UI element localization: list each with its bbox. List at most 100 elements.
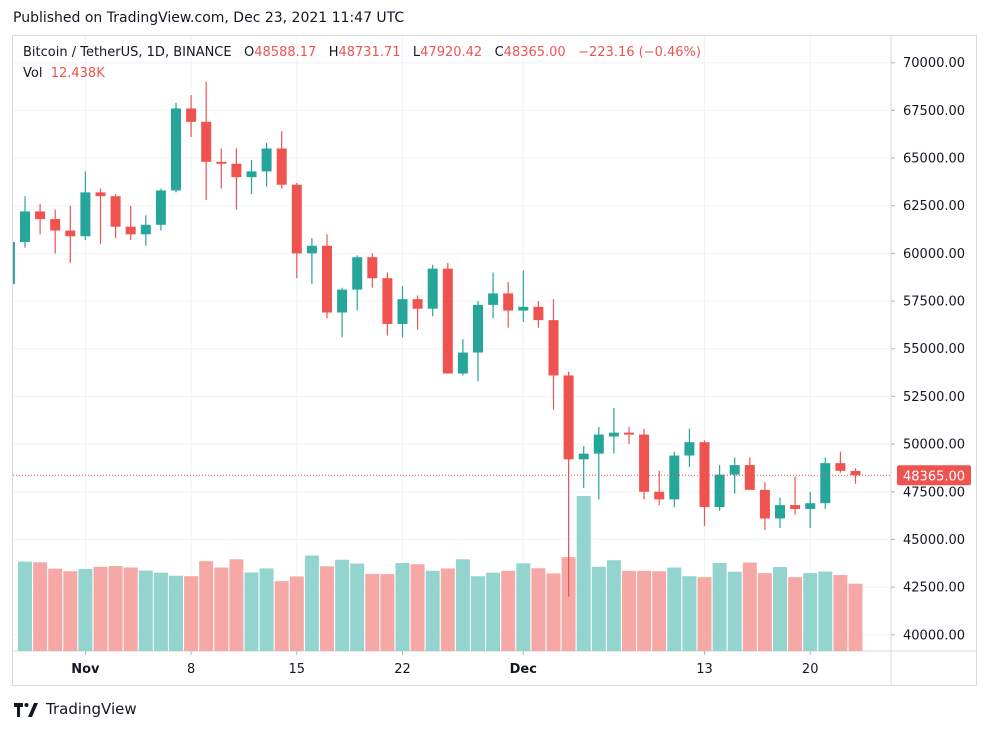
candle-body (729, 465, 740, 475)
volume-bar (380, 574, 395, 651)
candle-body (835, 463, 846, 471)
y-tick-label: 67500.00 (903, 104, 965, 119)
volume-bar (304, 555, 319, 651)
candle-body (699, 442, 710, 508)
candle-body (291, 184, 302, 254)
candle-body (488, 293, 499, 305)
candle (125, 205, 136, 241)
change-value: −223.16 (−0.46%) (578, 45, 701, 60)
candle-body (306, 245, 317, 254)
candle-body (50, 219, 61, 231)
candle-body (442, 268, 453, 374)
candle (140, 215, 151, 246)
y-tick-label: 40000.00 (903, 628, 965, 643)
candle (548, 299, 559, 410)
volume-bar (229, 559, 244, 651)
volume-bar (757, 573, 772, 651)
y-tick-label: 47500.00 (903, 485, 965, 500)
candle (669, 451, 680, 508)
candle-body (578, 453, 589, 460)
volume-bar (833, 575, 848, 651)
volume-bar (153, 572, 168, 651)
candle-body (759, 489, 770, 519)
volume-bar (395, 563, 410, 651)
candle (246, 159, 257, 195)
open-label: O (244, 45, 255, 60)
candle (216, 148, 227, 189)
volume-bar (606, 560, 621, 651)
candle (306, 238, 317, 284)
brand-name: TradingView (46, 700, 137, 718)
candle (639, 428, 650, 500)
candle-body (95, 192, 106, 197)
candle-body (20, 211, 30, 242)
high-label: H (328, 45, 339, 60)
volume-bar (48, 568, 63, 651)
volume-bar (440, 568, 455, 651)
candle (578, 446, 589, 488)
candle-body (13, 241, 15, 284)
y-tick-label: 42500.00 (903, 581, 965, 596)
candle-body (457, 352, 468, 374)
candle-body (744, 465, 755, 490)
candle-body (397, 299, 408, 324)
candle-body (125, 226, 136, 235)
symbol-legend: Bitcoin / TetherUS, 1D, BINANCE O48588.1… (23, 45, 701, 60)
volume-bar (244, 572, 259, 651)
volume-bar (848, 583, 863, 651)
candle (231, 148, 242, 210)
candle-body (186, 108, 197, 122)
candle (563, 371, 574, 597)
volume-bar (486, 572, 501, 651)
volume-bar (18, 561, 32, 651)
candle (412, 295, 423, 330)
candle-body (563, 375, 574, 460)
candle-body (518, 306, 529, 311)
candle-body (367, 257, 378, 279)
candle-body (608, 432, 619, 437)
low-value: 47920.42 (420, 45, 483, 60)
candle (790, 476, 801, 515)
volume-bar (637, 570, 652, 651)
candle-body (593, 434, 604, 454)
volume-bar (320, 566, 334, 651)
close-label: C (494, 45, 504, 60)
volume-value: 12.438K (50, 66, 105, 81)
candle-body (503, 293, 514, 311)
volume-bar (516, 563, 531, 651)
y-tick-label: 55000.00 (903, 342, 965, 357)
candle-body (261, 148, 272, 172)
volume-bar (425, 570, 440, 651)
volume-bar (365, 573, 380, 651)
candle (171, 102, 181, 193)
candle-body (337, 289, 348, 313)
volume-bar (818, 571, 833, 651)
candle (65, 205, 76, 263)
volume-bar (667, 567, 682, 651)
volume-bar (184, 576, 199, 651)
candle (291, 182, 302, 279)
candle-body (110, 196, 121, 227)
candle (835, 451, 846, 473)
candle-body (533, 306, 544, 321)
y-tick-label: 65000.00 (903, 152, 965, 167)
candle (759, 482, 770, 530)
tradingview-brand[interactable]: TradingView (14, 700, 137, 718)
candle (322, 234, 332, 319)
published-note: Published on TradingView.com, Dec 23, 20… (13, 10, 405, 26)
candle-body (850, 471, 861, 476)
volume-bar (788, 577, 803, 651)
candle-body (412, 299, 423, 309)
candle (488, 272, 499, 319)
candle (518, 270, 529, 323)
candle (593, 426, 604, 500)
symbol-title: Bitcoin / TetherUS, 1D, BINANCE (23, 45, 232, 60)
candle (684, 428, 695, 467)
volume-legend: Vol 12.438K (23, 66, 105, 81)
candle-body (548, 320, 559, 376)
candle (276, 131, 287, 189)
candle (608, 407, 619, 454)
candle (110, 194, 121, 239)
volume-bar (622, 570, 636, 651)
